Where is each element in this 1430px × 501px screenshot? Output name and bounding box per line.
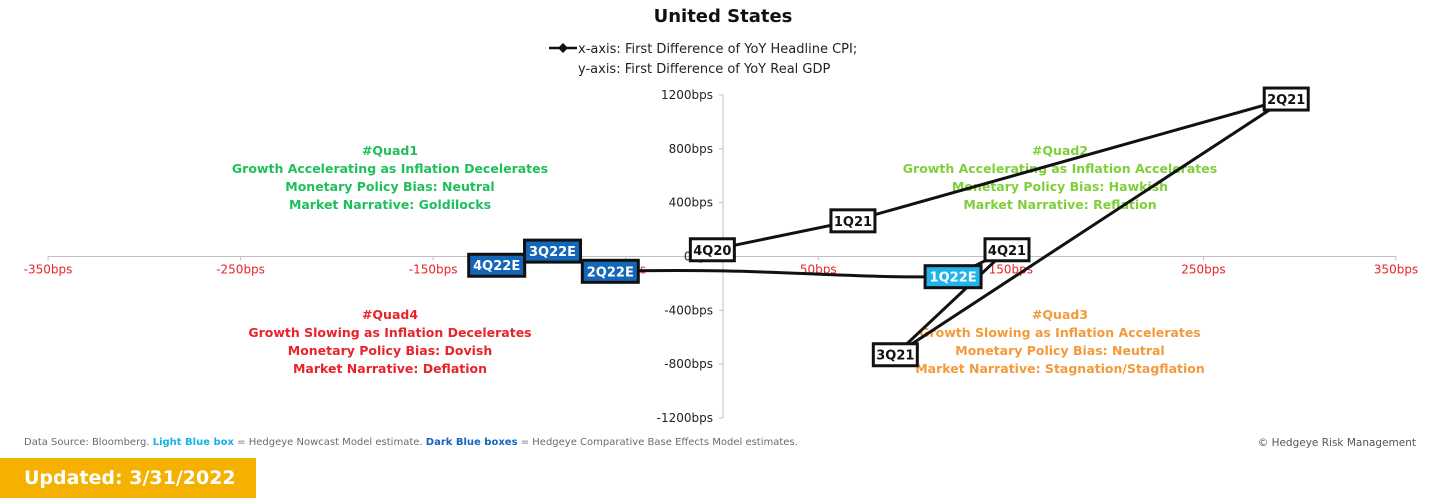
point-box (467, 252, 527, 278)
y-tick-label: -400bps (664, 303, 713, 317)
point-label: 1Q22E (930, 271, 977, 286)
updated-badge: Updated: 3/31/2022 (0, 458, 256, 498)
point-label: 4Q20 (693, 244, 731, 259)
point-4q20: 4Q20 (688, 237, 736, 263)
point-label: 1Q21 (834, 215, 872, 230)
quad3-text-line: #Quad3 (1032, 307, 1088, 322)
quad4-annotation: #Quad4 Growth Slowing as Inflation Decele… (248, 307, 531, 376)
y-tick-label: -800bps (664, 357, 713, 371)
legend-label-line1: x-axis: First Difference of YoY Headline… (578, 42, 857, 57)
point-box (829, 208, 877, 234)
point-box (871, 342, 919, 368)
y-tick-label: -1200bps (657, 411, 713, 425)
quad3-annotation: #Quad3 Growth Slowing as Inflation Accele… (915, 307, 1205, 376)
quad4-text-line: Growth Slowing as Inflation Decelerates (248, 325, 531, 340)
quad4-text-line: Market Narrative: Deflation (293, 361, 487, 376)
x-tick-label: -250bps (216, 263, 265, 277)
y-tick-label: 1200bps (661, 88, 713, 102)
point-2q21: 2Q21 (1262, 86, 1310, 112)
point-label: 3Q21 (876, 349, 914, 364)
point-box (983, 237, 1031, 263)
legend-diamond-marker (558, 43, 568, 53)
quad2-text-line: Market Narrative: Reflation (963, 197, 1156, 212)
quad2-text-line: #Quad2 (1032, 143, 1088, 158)
point-box (1262, 86, 1310, 112)
point-box (688, 237, 736, 263)
point-label: 3Q22E (529, 245, 576, 260)
chart-title: United States (654, 6, 793, 27)
point-label: 2Q21 (1267, 93, 1305, 108)
dark-blue-desc: = Hedgeye Comparative Base Effects Model… (517, 437, 798, 448)
point-label: 4Q22E (473, 259, 520, 274)
point-2q22e: 2Q22E (580, 258, 640, 284)
x-tick-label: -150bps (409, 263, 458, 277)
quadrant-annotations: #Quad1 Growth Accelerating as Inflation D… (232, 143, 1217, 376)
legend-label-line2: y-axis: First Difference of YoY Real GDP (578, 62, 830, 77)
x-tick-label: -350bps (24, 263, 73, 277)
source-prefix: Data Source: Bloomberg. (24, 437, 153, 448)
light-blue-legend: Light Blue box (152, 437, 234, 448)
series-path: 4Q20 1Q21 2Q21 3Q21 4Q21 4Q22E 3Q22E 2Q22E 1Q22E (467, 86, 1310, 368)
point-label: 2Q22E (587, 265, 634, 280)
quad3-text-line: Growth Slowing as Inflation Accelerates (919, 325, 1201, 340)
point-4q22e: 4Q22E (467, 252, 527, 278)
point-1q22e: 1Q22E (923, 264, 983, 290)
quad4-text-line: #Quad4 (362, 307, 418, 322)
quad1-annotation: #Quad1 Growth Accelerating as Inflation D… (232, 143, 548, 212)
quad-chart: United States x-axis: First Difference o… (24, 6, 1419, 425)
y-tick-label: 800bps (669, 142, 713, 156)
point-1q21: 1Q21 (829, 208, 877, 234)
quad1-text-line: Growth Accelerating as Inflation Deceler… (232, 161, 548, 176)
x-tick-label: 350bps (1374, 263, 1418, 277)
y-tick-label: 400bps (669, 196, 713, 210)
quad2-text-line: Growth Accelerating as Inflation Acceler… (903, 161, 1217, 176)
quad1-text-line: Market Narrative: Goldilocks (289, 197, 491, 212)
dark-blue-legend: Dark Blue boxes (425, 437, 518, 448)
point-box (923, 264, 983, 290)
quad2-text-line: Monetary Policy Bias: Hawkish (952, 179, 1168, 194)
data-source-note: Data Source: Bloomberg. Light Blue box =… (24, 437, 798, 448)
quad1-text-line: Monetary Policy Bias: Neutral (285, 179, 494, 194)
point-3q21: 3Q21 (871, 342, 919, 368)
point-3q22e: 3Q22E (523, 238, 583, 264)
point-box (580, 258, 640, 284)
quad1-text-line: #Quad1 (362, 143, 418, 158)
x-tick-label: 250bps (1181, 263, 1225, 277)
quad4-text-line: Monetary Policy Bias: Dovish (288, 343, 492, 358)
quad3-text-line: Monetary Policy Bias: Neutral (955, 343, 1164, 358)
copyright-note: © Hedgeye Risk Management (1257, 437, 1416, 449)
point-label: 4Q21 (988, 244, 1026, 259)
light-blue-desc: = Hedgeye Nowcast Model estimate. (233, 437, 426, 448)
legend: x-axis: First Difference of YoY Headline… (549, 42, 857, 77)
point-box (523, 238, 583, 264)
quad2-annotation: #Quad2 Growth Accelerating as Inflation A… (903, 143, 1217, 212)
point-4q21: 4Q21 (983, 237, 1031, 263)
quad3-text-line: Market Narrative: Stagnation/Stagflation (915, 361, 1205, 376)
